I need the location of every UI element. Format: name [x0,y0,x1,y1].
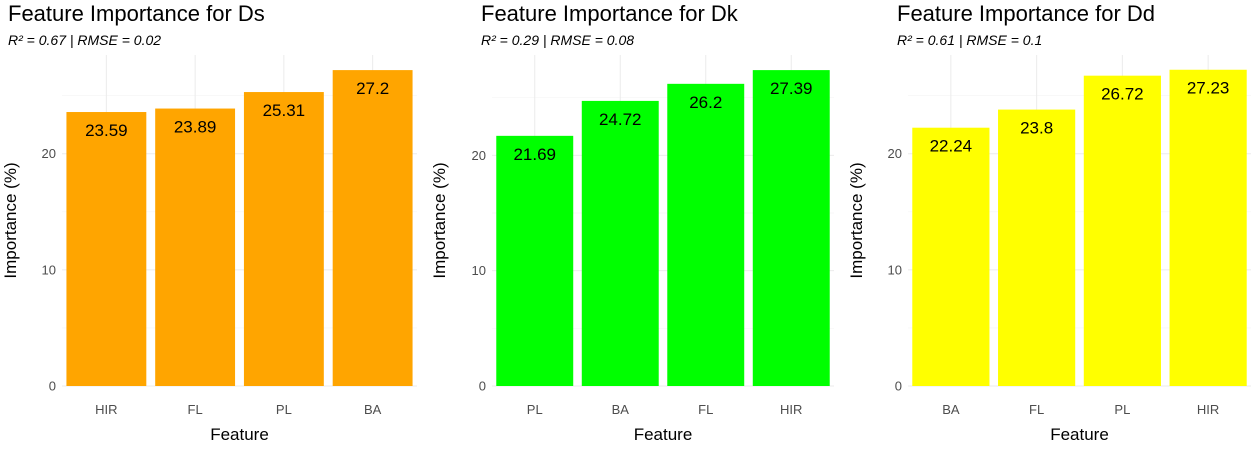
chart-dk: 21.69 24.72 26.2 27.39 0 10 20 PL BA FL HIR Feature… [430,1,834,444]
chart-subtitle: R² = 0.29 | RMSE = 0.08 [481,32,634,48]
x-tick-label: FL [698,402,713,417]
x-tick-labels: BA FL PL HIR [942,402,1219,417]
chart-panel-ds: 23.59 23.89 25.31 27.2 0 10 20 HIR FL PL BA Feature… [0,0,417,449]
y-axis-title: Importance (%) [847,162,866,278]
y-axis-title: Importance (%) [1,162,20,278]
chart-title: Feature Importance for Dk [481,1,739,26]
x-tick-label: PL [276,402,292,417]
bar-value-label: 22.24 [930,137,973,156]
y-tick-label: 20 [42,146,56,161]
x-axis-title: Feature [634,425,693,444]
y-tick-label: 10 [888,262,902,277]
x-tick-labels: PL BA FL HIR [527,402,803,417]
chart-ds: 23.59 23.89 25.31 27.2 0 10 20 HIR FL PL BA Feature… [1,1,417,444]
y-tick-label: 0 [895,379,902,394]
bar-pl [496,135,574,386]
chart-title: Feature Importance for Dd [897,1,1155,26]
y-axis-title: Importance (%) [430,162,449,278]
x-tick-label: PL [1114,402,1130,417]
x-tick-label: HIR [1197,402,1219,417]
bar-ba [581,100,659,387]
bar-fl [667,83,745,386]
bars: 21.69 24.72 26.2 27.39 [496,70,830,387]
bar-hir [1169,69,1247,387]
x-axis-title: Feature [1050,425,1109,444]
y-tick-label: 0 [479,379,486,394]
bars: 23.59 23.89 25.31 27.2 [66,70,413,387]
bar-fl [998,109,1076,386]
x-tick-label: BA [364,402,382,417]
x-tick-label: FL [1029,402,1044,417]
bar-value-label: 23.89 [174,118,217,137]
bar-fl [155,108,236,386]
x-tick-label: FL [188,402,203,417]
bar-hir [66,112,147,387]
bar-value-label: 24.72 [599,110,642,129]
chart-subtitle: R² = 0.61 | RMSE = 0.1 [897,32,1042,48]
bar-value-label: 26.2 [689,93,722,112]
x-tick-label: HIR [95,402,117,417]
chart-title: Feature Importance for Ds [8,1,265,26]
y-tick-label: 10 [42,262,56,277]
y-tick-label: 10 [472,263,486,278]
y-tick-labels: 0 10 20 [42,146,56,393]
bar-value-label: 25.31 [263,101,306,120]
y-tick-labels: 0 10 20 [472,148,486,394]
bar-value-label: 27.2 [356,79,389,98]
bar-value-label: 26.72 [1101,85,1144,104]
y-tick-label: 20 [888,146,902,161]
bar-pl [243,92,324,387]
bar-hir [752,70,830,386]
y-tick-label: 20 [472,148,486,163]
chart-panel-dk: 21.69 24.72 26.2 27.39 0 10 20 PL BA FL HIR Feature… [417,0,834,449]
y-tick-label: 0 [49,379,56,394]
x-axis-title: Feature [210,425,269,444]
chart-subtitle: R² = 0.67 | RMSE = 0.02 [8,32,161,48]
bar-value-label: 27.23 [1187,79,1230,98]
bars: 22.24 23.8 26.72 27.23 [912,69,1247,387]
chart-panel-dd: 22.24 23.8 26.72 27.23 0 10 20 BA FL PL HIR Feature… [834,0,1251,449]
bar-value-label: 23.59 [85,121,128,140]
bar-value-label: 21.69 [513,145,556,164]
y-tick-labels: 0 10 20 [888,146,902,393]
bar-ba [332,70,413,387]
bar-value-label: 23.8 [1020,119,1053,138]
x-tick-label: HIR [780,402,802,417]
chart-dd: 22.24 23.8 26.72 27.23 0 10 20 BA FL PL HIR Feature… [847,1,1251,444]
x-tick-labels: HIR FL PL BA [95,402,381,417]
x-tick-label: PL [527,402,543,417]
bar-pl [1083,75,1161,387]
x-tick-label: BA [942,402,960,417]
x-tick-label: BA [612,402,630,417]
bar-value-label: 27.39 [770,79,813,98]
bar-ba [912,127,990,386]
